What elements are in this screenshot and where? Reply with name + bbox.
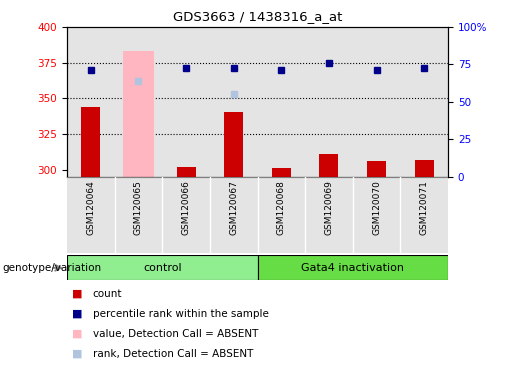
Text: GSM120071: GSM120071 <box>420 180 428 235</box>
Bar <box>162 27 210 177</box>
Bar <box>305 177 353 253</box>
Bar <box>177 167 196 177</box>
Bar <box>114 177 162 253</box>
Text: GSM120069: GSM120069 <box>324 180 333 235</box>
Bar <box>401 27 448 177</box>
Bar <box>401 177 448 253</box>
Text: count: count <box>93 289 122 299</box>
Bar <box>353 177 401 253</box>
Text: percentile rank within the sample: percentile rank within the sample <box>93 309 269 319</box>
Text: value, Detection Call = ABSENT: value, Detection Call = ABSENT <box>93 329 258 339</box>
Bar <box>67 255 258 280</box>
Text: GSM120068: GSM120068 <box>277 180 286 235</box>
Bar <box>367 161 386 177</box>
Text: Gata4 inactivation: Gata4 inactivation <box>301 263 404 273</box>
Bar <box>162 177 210 253</box>
Bar <box>81 107 100 177</box>
Text: control: control <box>143 263 182 273</box>
Bar <box>123 51 154 177</box>
Text: GSM120064: GSM120064 <box>87 180 95 235</box>
Bar <box>415 159 434 177</box>
Bar <box>258 27 305 177</box>
Text: ■: ■ <box>72 329 82 339</box>
Bar <box>353 27 401 177</box>
Text: GSM120065: GSM120065 <box>134 180 143 235</box>
Text: ■: ■ <box>72 289 82 299</box>
Bar <box>305 27 353 177</box>
Text: rank, Detection Call = ABSENT: rank, Detection Call = ABSENT <box>93 349 253 359</box>
Bar <box>258 255 448 280</box>
Text: ■: ■ <box>72 309 82 319</box>
Text: genotype/variation: genotype/variation <box>3 263 101 273</box>
Text: GSM120066: GSM120066 <box>182 180 191 235</box>
Bar <box>210 27 258 177</box>
Text: GSM120070: GSM120070 <box>372 180 381 235</box>
Bar <box>272 168 291 177</box>
Bar <box>210 177 258 253</box>
Text: ■: ■ <box>72 349 82 359</box>
Bar <box>258 177 305 253</box>
Bar <box>67 177 115 253</box>
Text: GSM120067: GSM120067 <box>229 180 238 235</box>
Bar <box>67 27 115 177</box>
Text: GDS3663 / 1438316_a_at: GDS3663 / 1438316_a_at <box>173 10 342 23</box>
Bar <box>114 27 162 177</box>
Bar <box>224 113 243 177</box>
Bar <box>319 154 338 177</box>
